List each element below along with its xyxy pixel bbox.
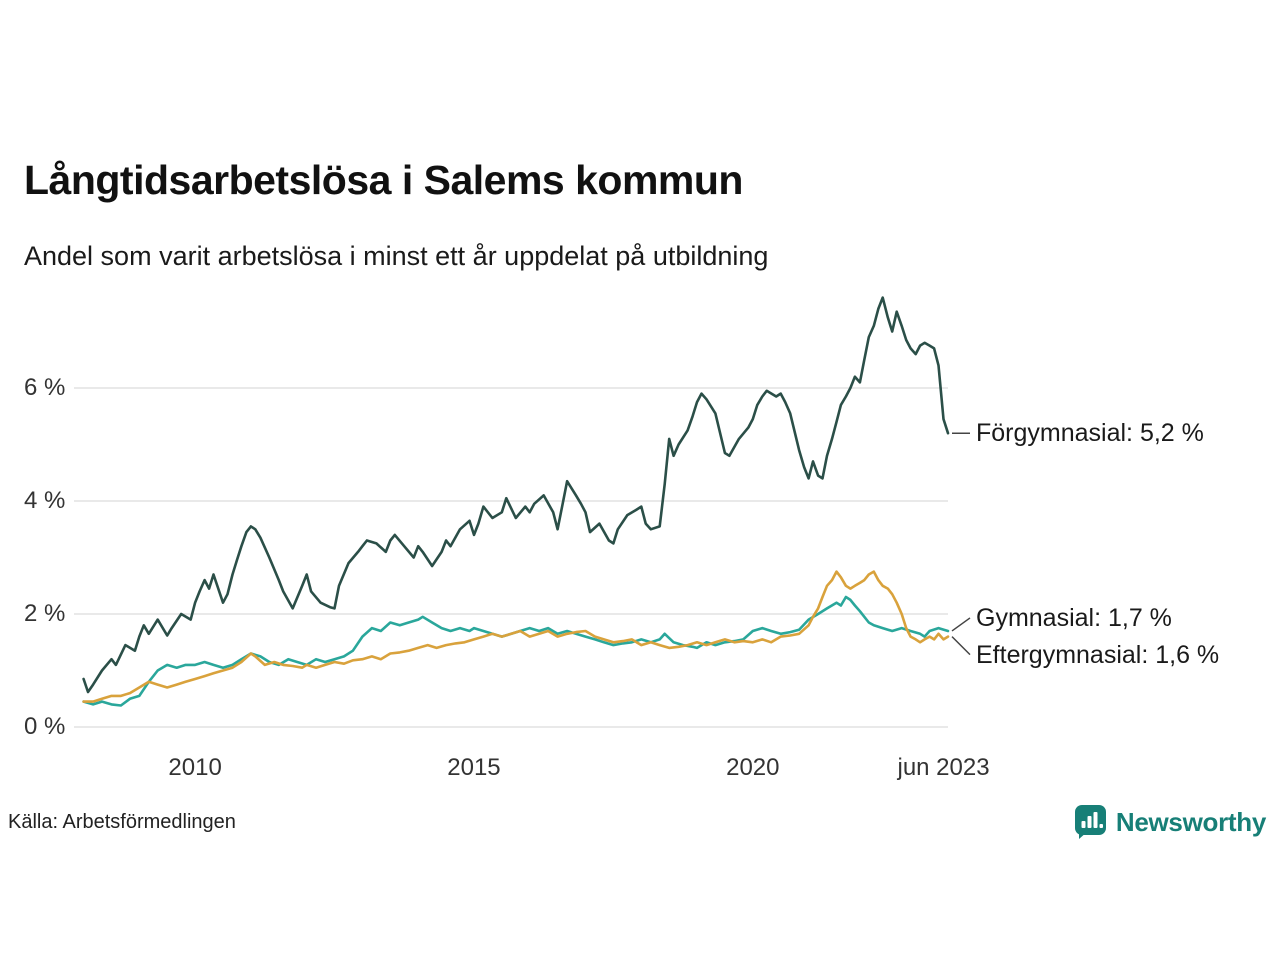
x-tick-label: 2015 <box>447 754 501 781</box>
label-connector-gymnasial <box>951 617 971 632</box>
series-line-forgymnasial <box>82 296 950 694</box>
series-line-gymnasial <box>82 595 950 707</box>
x-tick-label: 2010 <box>168 754 222 781</box>
newsworthy-wordmark: Newsworthy <box>1115 806 1266 837</box>
newsworthy-logo: Newsworthy <box>1074 804 1266 840</box>
source-note: Källa: Arbetsförmedlingen <box>8 811 236 833</box>
x-tick-label: 2020 <box>726 754 780 781</box>
series-label-forgymnasial: Förgymnasial: 5,2 % <box>976 419 1204 448</box>
chart-title: Långtidsarbetslösa i Salems kommun <box>24 157 743 204</box>
y-tick-label: 2 % <box>24 600 66 627</box>
newsworthy-icon <box>1074 805 1106 839</box>
y-tick-label: 4 % <box>24 487 66 514</box>
y-tick-label: 0 % <box>24 713 66 740</box>
series-label-eftergymnasial: Eftergymnasial: 1,6 % <box>976 640 1220 669</box>
label-connector-eftergymnasial <box>951 636 971 656</box>
chart-subtitle: Andel som varit arbetslösa i minst ett å… <box>24 241 769 271</box>
x-tick-label: jun 2023 <box>897 754 990 781</box>
y-tick-label: 6 % <box>24 374 66 401</box>
series-line-eftergymnasial <box>82 570 950 703</box>
series-label-gymnasial: Gymnasial: 1,7 % <box>976 603 1172 632</box>
